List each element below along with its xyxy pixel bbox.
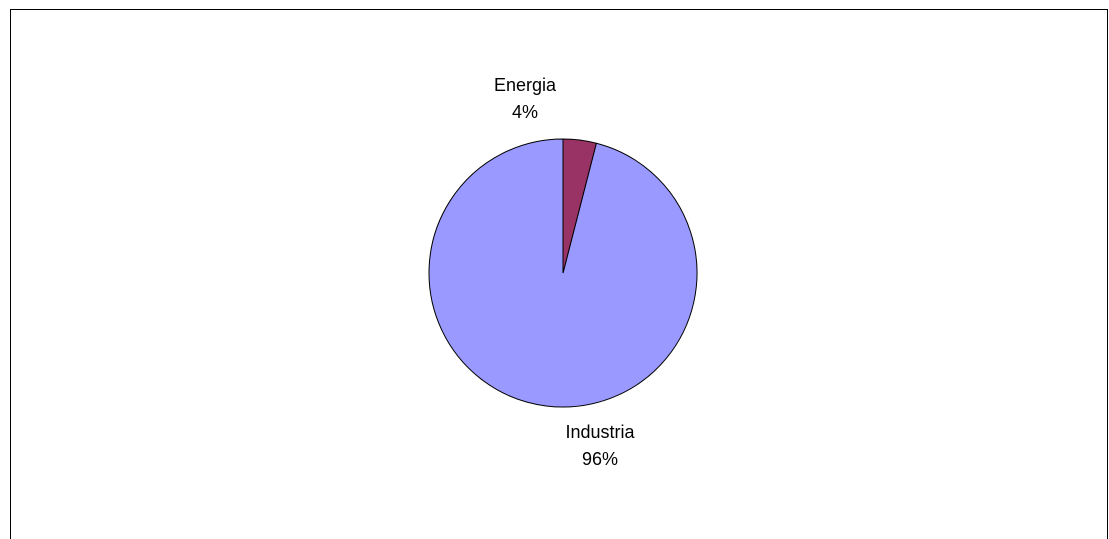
pie-slice-energia [562,138,597,274]
slice-percent-energia: 4% [512,102,538,122]
slice-label-industria: Industria [565,422,635,442]
slice-label-energia: Energia [494,75,557,95]
slice-percent-industria: 96% [582,449,618,469]
